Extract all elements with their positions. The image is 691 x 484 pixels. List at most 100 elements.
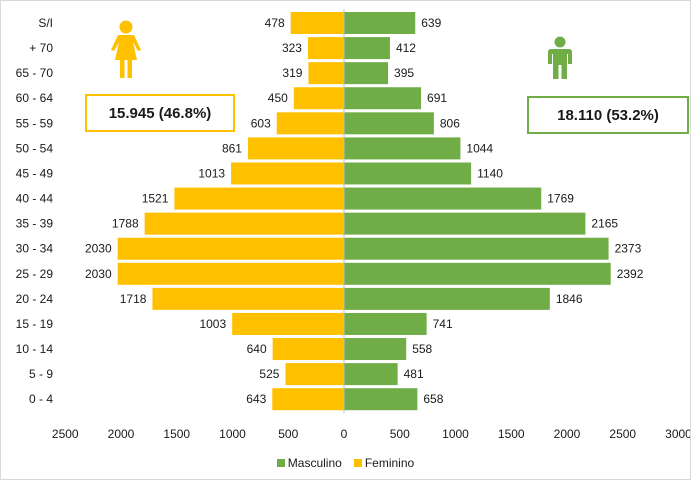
bar-masculino [344,187,542,210]
data-label-masculino: 691 [427,91,447,105]
data-label-feminino: 1003 [199,317,226,331]
bar-feminino [152,287,344,310]
category-label: 60 - 64 [16,91,54,105]
legend-item-feminino: Feminino [353,456,415,470]
category-label: S/I [38,16,53,30]
data-label-feminino: 478 [265,16,285,30]
x-tick-label: 500 [390,427,410,441]
female-total-box: 15.945 (46.8%) [85,94,235,132]
data-label-masculino: 2165 [591,217,618,231]
x-tick-label: 3000 [665,427,690,441]
category-label: 5 - 9 [29,367,53,381]
female-total-text: 15.945 (46.8%) [108,104,212,122]
data-label-masculino: 639 [421,16,441,30]
x-tick-label: 2500 [52,427,79,441]
data-label-masculino: 741 [433,317,453,331]
bar-masculino [344,137,461,160]
data-label-feminino: 603 [251,116,271,130]
chart-legend: Masculino Feminino [0,456,691,470]
bar-masculino [344,262,611,285]
bar-masculino [344,338,407,361]
bar-feminino [293,87,344,110]
bar-feminino [307,37,344,60]
data-label-feminino: 1788 [112,217,139,231]
data-label-feminino: 2030 [85,267,112,281]
bar-masculino [344,37,390,60]
data-label-feminino: 1013 [198,166,225,180]
category-label: + 70 [29,41,53,55]
x-tick-label: 1500 [498,427,525,441]
data-label-feminino: 319 [282,66,302,80]
x-tick-label: 1000 [219,427,246,441]
bar-feminino [117,237,344,260]
bar-feminino [247,137,344,160]
x-tick-label: 1000 [442,427,469,441]
category-label: 65 - 70 [16,66,54,80]
data-label-masculino: 412 [396,41,416,55]
data-label-feminino: 2030 [85,242,112,256]
bar-masculino [344,287,550,310]
bar-masculino [344,87,422,110]
bar-feminino [285,363,344,386]
data-label-feminino: 450 [268,91,288,105]
bar-feminino [232,312,344,335]
category-label: 50 - 54 [16,141,54,155]
category-label: 30 - 34 [16,242,54,256]
female-person-icon [108,20,144,85]
data-label-masculino: 2392 [617,267,644,281]
data-label-masculino: 558 [412,342,432,356]
category-label: 15 - 19 [16,317,54,331]
legend-swatch-masculino [276,459,285,467]
data-label-masculino: 2373 [615,242,642,256]
bar-masculino [344,363,398,386]
male-total-box: 18.110 (53.2%) [527,96,689,134]
bar-feminino [144,212,344,235]
bar-masculino [344,212,586,235]
category-label: 20 - 24 [16,292,54,306]
data-label-masculino: 481 [404,367,424,381]
bar-feminino [174,187,344,210]
data-label-masculino: 1140 [477,166,503,180]
x-tick-label: 2000 [554,427,581,441]
category-label: 45 - 49 [16,166,54,180]
legend-item-masculino: Masculino [276,456,342,470]
bar-feminino [276,112,344,135]
data-label-feminino: 525 [259,367,279,381]
bar-feminino [272,338,344,361]
bar-masculino [344,62,389,85]
x-tick-label: 1500 [163,427,190,441]
bar-feminino [117,262,344,285]
x-tick-label: 2500 [609,427,636,441]
data-label-masculino: 1044 [466,141,493,155]
legend-label-feminino: Feminino [364,456,415,470]
data-label-feminino: 1718 [120,292,147,306]
legend-swatch-feminino [353,459,362,467]
data-label-masculino: 658 [423,392,443,406]
x-tick-label: 2000 [108,427,135,441]
bar-masculino [344,112,434,135]
legend-label-masculino: Masculino [287,456,342,470]
x-tick-label: 500 [278,427,298,441]
bar-masculino [344,237,609,260]
category-label: 25 - 29 [16,267,54,281]
bar-masculino [344,312,427,335]
data-label-masculino: 806 [440,116,460,130]
data-label-masculino: 395 [394,66,414,80]
male-person-icon [542,36,578,85]
bar-feminino [231,162,344,185]
x-tick-label: 0 [341,427,348,441]
data-label-feminino: 640 [247,342,267,356]
category-label: 35 - 39 [16,217,54,231]
data-label-masculino: 1769 [547,192,574,206]
bar-feminino [272,388,344,411]
data-label-masculino: 1846 [556,292,583,306]
category-label: 55 - 59 [16,116,54,130]
data-label-feminino: 643 [246,392,266,406]
bar-masculino [344,388,418,411]
category-label: 0 - 4 [29,392,53,406]
bar-feminino [290,12,344,34]
bar-feminino [308,62,344,85]
male-total-text: 18.110 (53.2%) [557,106,659,124]
